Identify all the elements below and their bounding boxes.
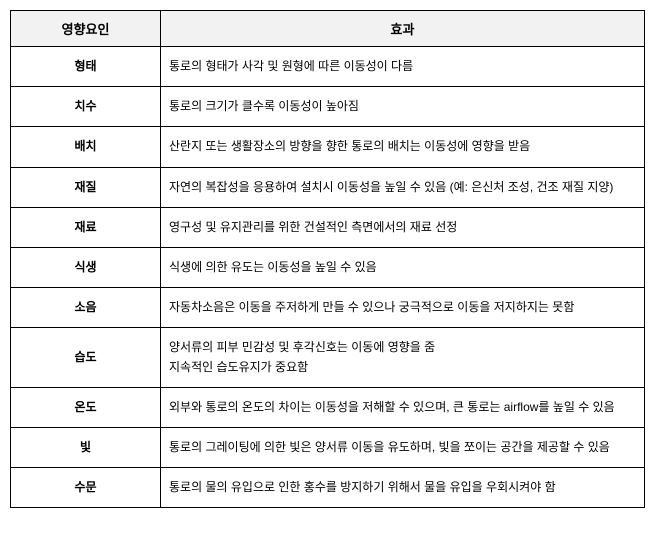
- factor-cell: 식생: [11, 247, 161, 287]
- table-row: 빛 통로의 그레이팅에 의한 빛은 양서류 이동을 유도하며, 빛을 쪼이는 공…: [11, 427, 645, 467]
- table-row: 치수 통로의 크기가 클수록 이동성이 높아짐: [11, 87, 645, 127]
- table-row: 형태 통로의 형태가 사각 및 원형에 따른 이동성이 다름: [11, 47, 645, 87]
- header-effect: 효과: [161, 11, 645, 47]
- table-row: 수문 통로의 물의 유입으로 인한 홍수를 방지하기 위해서 물을 유입을 우회…: [11, 468, 645, 508]
- effect-cell: 자연의 복잡성을 응용하여 설치시 이동성을 높일 수 있음 (예: 은신처 조…: [161, 167, 645, 207]
- factor-cell: 온도: [11, 387, 161, 427]
- effect-cell: 통로의 크기가 클수록 이동성이 높아짐: [161, 87, 645, 127]
- table-header-row: 영향요인 효과: [11, 11, 645, 47]
- table-row: 소음 자동차소음은 이동을 주저하게 만들 수 있으나 궁극적으로 이동을 저지…: [11, 288, 645, 328]
- factor-cell: 습도: [11, 328, 161, 387]
- effect-cell: 통로의 형태가 사각 및 원형에 따른 이동성이 다름: [161, 47, 645, 87]
- effect-cell: 자동차소음은 이동을 주저하게 만들 수 있으나 궁극적으로 이동을 저지하지는…: [161, 288, 645, 328]
- factor-cell: 소음: [11, 288, 161, 328]
- factor-cell: 치수: [11, 87, 161, 127]
- table-row: 온도 외부와 통로의 온도의 차이는 이동성을 저해할 수 있으며, 큰 통로는…: [11, 387, 645, 427]
- effect-cell: 통로의 그레이팅에 의한 빛은 양서류 이동을 유도하며, 빛을 쪼이는 공간을…: [161, 427, 645, 467]
- table-row: 식생 식생에 의한 유도는 이동성을 높일 수 있음: [11, 247, 645, 287]
- effect-cell: 외부와 통로의 온도의 차이는 이동성을 저해할 수 있으며, 큰 통로는 ai…: [161, 387, 645, 427]
- table-row: 배치 산란지 또는 생활장소의 방향을 향한 통로의 배치는 이동성에 영향을 …: [11, 127, 645, 167]
- factor-cell: 재질: [11, 167, 161, 207]
- table-row: 재질 자연의 복잡성을 응용하여 설치시 이동성을 높일 수 있음 (예: 은신…: [11, 167, 645, 207]
- factors-table: 영향요인 효과 형태 통로의 형태가 사각 및 원형에 따른 이동성이 다름 치…: [10, 10, 645, 508]
- factor-cell: 재료: [11, 207, 161, 247]
- factor-cell: 형태: [11, 47, 161, 87]
- effect-cell: 양서류의 피부 민감성 및 후각신호는 이동에 영향을 줌지속적인 습도유지가 …: [161, 328, 645, 387]
- header-factor: 영향요인: [11, 11, 161, 47]
- effect-cell: 통로의 물의 유입으로 인한 홍수를 방지하기 위해서 물을 유입을 우회시켜야…: [161, 468, 645, 508]
- effect-cell: 산란지 또는 생활장소의 방향을 향한 통로의 배치는 이동성에 영향을 받음: [161, 127, 645, 167]
- factor-cell: 수문: [11, 468, 161, 508]
- effect-cell: 식생에 의한 유도는 이동성을 높일 수 있음: [161, 247, 645, 287]
- factor-cell: 배치: [11, 127, 161, 167]
- table-row: 습도 양서류의 피부 민감성 및 후각신호는 이동에 영향을 줌지속적인 습도유…: [11, 328, 645, 387]
- table-body: 형태 통로의 형태가 사각 및 원형에 따른 이동성이 다름 치수 통로의 크기…: [11, 47, 645, 508]
- factor-cell: 빛: [11, 427, 161, 467]
- effect-cell: 영구성 및 유지관리를 위한 건설적인 측면에서의 재료 선정: [161, 207, 645, 247]
- table-row: 재료 영구성 및 유지관리를 위한 건설적인 측면에서의 재료 선정: [11, 207, 645, 247]
